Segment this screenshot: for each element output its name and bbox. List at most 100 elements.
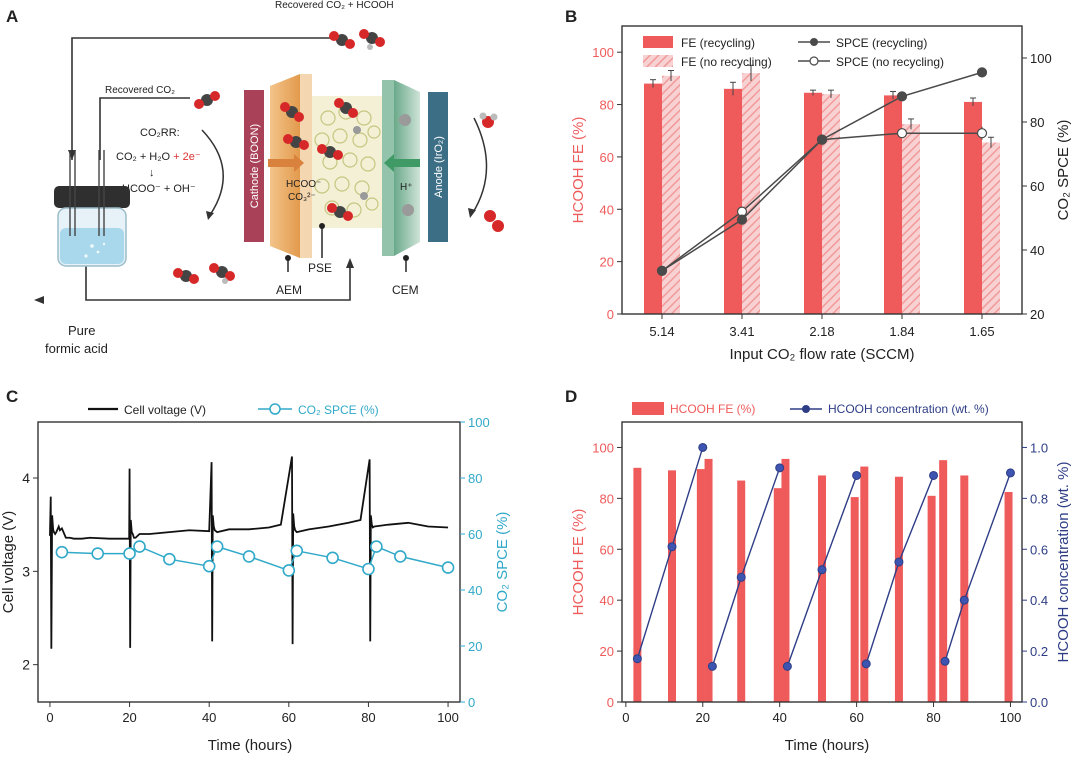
panel-b: B 5.14 3.41 2.18 1.84 1.65 0 20 40 60 80 100 20 40 60…	[565, 7, 1072, 363]
co2-molecule-icons	[173, 29, 414, 284]
water-oxygen-icons	[479, 112, 504, 232]
hcooh-concentration-point	[959, 595, 969, 605]
co2-spce-point	[290, 544, 304, 558]
legend-hcooh-concentration: HCOOH concentration (wt. %)	[828, 402, 989, 416]
panel-d-xlabel: Time (hours)	[785, 737, 869, 754]
x-tick-label: 60	[282, 710, 296, 725]
fe-recycling-bar	[884, 95, 902, 314]
fe-no-recycling-bar	[982, 142, 1000, 314]
x-tick-label: 40	[772, 710, 786, 725]
co2-spce-point	[133, 540, 146, 553]
hcoo-arrow	[268, 154, 304, 172]
hcooh-concentration-point	[940, 656, 950, 666]
hcooh-fe-bar	[860, 466, 869, 702]
spce-point	[896, 91, 908, 102]
co2-spce-point	[370, 540, 383, 553]
hcooh-concentration-point	[707, 661, 717, 671]
y-tick-label: 100	[592, 440, 614, 455]
fe-recycling-bar	[804, 92, 822, 314]
hcooh-fe-bar	[668, 470, 676, 702]
co2rr-title: CO₂RR:	[140, 127, 180, 139]
x-tick-label: 20	[122, 710, 136, 725]
panel-c-y2label: CO₂ SPCE (%)	[494, 512, 511, 613]
hcooh-fe-bar	[927, 495, 936, 702]
y2-tick-label: 20	[1030, 307, 1044, 322]
hcooh-concentration-point	[782, 661, 792, 671]
y2-tick-label: 40	[468, 583, 482, 598]
hcooh-fe-bar	[850, 497, 859, 702]
y2-tick-label: 60	[468, 527, 482, 542]
x-tick-label: 80	[361, 710, 375, 725]
spce-point	[976, 67, 988, 78]
hcooh-concentration-point	[698, 442, 708, 452]
co2-spce-point	[163, 552, 176, 566]
y2-tick-label: 20	[468, 639, 482, 654]
anode-plate	[428, 92, 448, 242]
co2-spce-point	[282, 564, 296, 577]
panel-c-frame	[37, 421, 461, 703]
recovered-co2-label: Recovered CO₂	[105, 85, 175, 96]
fe-no-recycling-bar	[662, 75, 680, 314]
y-tick-label: 80	[600, 98, 614, 113]
spce-point	[976, 128, 988, 139]
reaction-arrowhead-left	[206, 211, 214, 220]
hcooh-concentration-point	[1005, 468, 1015, 478]
y-tick-label: 2	[22, 657, 30, 673]
co2rr-arrow: ↓	[149, 167, 155, 179]
y-tick-label: 60	[600, 150, 614, 165]
y2-tick-label: 80	[1030, 115, 1044, 130]
panel-b-marks	[644, 64, 1000, 314]
hplus-arrow	[384, 154, 420, 172]
co2-spce-point	[362, 562, 375, 576]
y-tick-label: 40	[600, 593, 614, 608]
hcooh-fe-bar	[696, 469, 705, 702]
hcooh-concentration-point	[667, 542, 677, 552]
hcooh-fe-bar	[939, 460, 948, 702]
panel-c-letter: C	[6, 387, 18, 406]
pure-label: Pure	[68, 323, 95, 338]
panel-c-ylabel: Cell voltage (V)	[0, 511, 17, 614]
co2-spce-point	[393, 550, 407, 563]
legend-hcooh-fe: HCOOH FE (%)	[670, 402, 755, 416]
cem-label: CEM	[392, 283, 419, 297]
panel-d-legend: HCOOH FE (%) HCOOH concentration (wt. %)	[632, 402, 989, 416]
hcoo-label: HCOO⁻	[286, 179, 321, 190]
panel-d: D 0 20 40 60 80 100 0 20 40 60 80 100 0.0 0.2 0.4 0.6 0.…	[565, 387, 1072, 754]
x-tick-label: 100	[437, 710, 459, 725]
y-tick-label: 4	[22, 470, 30, 486]
panel-d-ticks: 0 20 40 60 80 100 0 20 40 60 80 100 0.0 0.2 0.4 0.6 0.8 1…	[592, 440, 1048, 725]
co2-spce-point	[202, 559, 216, 573]
hcooh-fe-bar	[773, 488, 782, 702]
cathode-plate	[244, 90, 264, 242]
y2-tick-label: 100	[468, 415, 490, 430]
pse-label: PSE	[308, 261, 332, 275]
fe-recycling-bar	[964, 101, 982, 314]
x-tick-label: 3.41	[729, 324, 754, 339]
pse-chamber	[312, 96, 382, 228]
y2-tick-label: 0.6	[1030, 542, 1048, 557]
legend-co2-spce: CO₂ SPCE (%)	[298, 403, 379, 417]
panel-a-letter: A	[6, 7, 18, 26]
hcooh-concentration-point	[929, 470, 939, 480]
y2-tick-label: 0.8	[1030, 491, 1048, 506]
spce-point	[736, 214, 748, 225]
fe-recycling-bar	[724, 88, 742, 314]
co2-spce-point	[441, 561, 455, 574]
hcooh-fe-bar	[894, 476, 903, 702]
x-tick-label: 0	[622, 710, 629, 725]
hcooh-concentration-point	[852, 470, 862, 480]
legend-cell-voltage: Cell voltage (V)	[124, 403, 206, 417]
co2-spce-point	[123, 547, 136, 560]
panel-b-y2label: CO₂ SPCE (%)	[1055, 120, 1072, 221]
co2rr-products: HCOO⁻ + OH⁻	[122, 183, 196, 195]
y2-tick-label: 0.2	[1030, 644, 1048, 659]
y2-tick-label: 0.0	[1030, 695, 1048, 710]
aem-label: AEM	[276, 283, 302, 297]
panel-c-xlabel: Time (hours)	[208, 737, 292, 754]
aem-layer	[300, 74, 312, 258]
x-tick-label: 20	[696, 710, 710, 725]
y-tick-label: 0	[607, 307, 614, 322]
hcooh-concentration-point	[894, 557, 904, 567]
